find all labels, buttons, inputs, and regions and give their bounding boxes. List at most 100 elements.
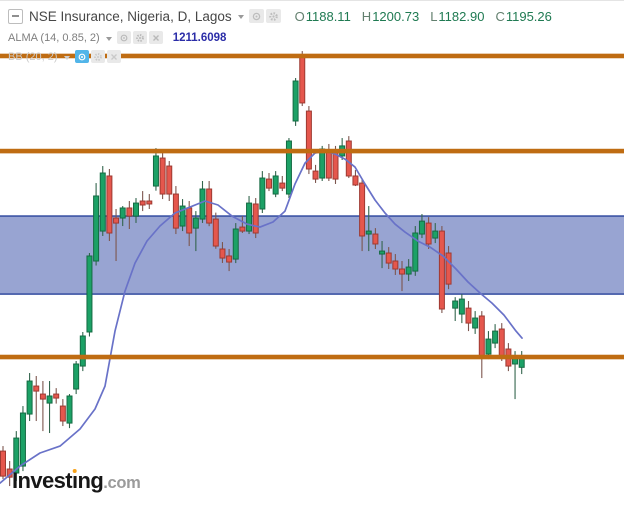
candle [432,223,439,244]
candle [372,228,379,250]
candle [99,166,106,236]
candle [266,173,272,192]
close-label: C [495,8,505,24]
candle [418,214,425,239]
candle [232,223,239,264]
candle [152,148,159,191]
indicator-row-alma: ALMA (14, 0.85, 2) 1211.6098 [8,29,552,46]
candle [46,381,53,434]
gear-icon[interactable] [265,9,281,23]
candle [179,199,186,232]
low-label: L [430,8,438,24]
candle [518,351,525,375]
chevron-down-icon[interactable] [237,15,244,19]
indicator-value: 1211.6098 [172,31,227,44]
candle [405,259,412,282]
indicator-label[interactable]: BB (20, 2) [8,50,58,63]
candle [385,247,392,270]
candle [106,169,113,242]
candle [226,249,233,272]
candle [352,170,359,187]
close-value: 1195.26 [505,8,552,24]
open-value: 1188.11 [305,8,351,24]
candle [365,206,372,252]
chevron-down-icon[interactable] [63,55,70,60]
candle [19,406,26,472]
candle [452,297,459,322]
eye-icon[interactable] [74,50,89,63]
candle [465,301,472,332]
candle [59,399,66,427]
candle [425,217,432,250]
open-label: O [294,8,305,24]
horizontal-level-line[interactable] [0,53,624,59]
candle [379,241,386,269]
candle [13,431,20,482]
chart-legend: NSE Insurance, Nigeria, D, Lagos O1188.1… [8,6,552,65]
candle [305,106,312,175]
brand-tld-text: .com [103,474,141,492]
candle [192,211,199,252]
alma-line [0,150,523,484]
candle [159,151,166,200]
candle [412,226,419,276]
candle [485,331,492,360]
high-value: 1200.73 [372,8,420,24]
low-value: 1182.90 [438,8,485,24]
candle [53,388,60,404]
symbol-title[interactable]: NSE Insurance, Nigeria, D, Lagos [29,8,232,24]
candle [206,181,213,227]
candle [133,198,139,223]
candle [212,212,219,249]
candle [259,171,266,214]
candle [39,381,46,432]
candle [79,331,86,372]
collapse-panel-icon[interactable] [8,8,23,24]
eye-icon[interactable] [116,31,131,44]
candle [399,261,405,292]
brand-dot-icon: ı [71,468,78,493]
gear-icon[interactable] [132,31,147,44]
candle [272,171,279,198]
brand-text: Investıng [12,468,104,493]
candle [126,201,133,230]
horizontal-level-line[interactable] [0,148,624,154]
indicator-row-bb: BB (20, 2) [8,48,552,65]
candle [33,375,40,422]
candle [345,136,352,179]
candle [458,294,465,324]
candle [478,311,485,379]
horizontal-level-line[interactable] [0,354,624,360]
symbol-row: NSE Insurance, Nigeria, D, Lagos O1188.1… [8,6,552,26]
candle [166,161,173,202]
indicator-label[interactable]: ALMA (14, 0.85, 2) [8,31,100,44]
candle [445,246,452,290]
candle [392,254,399,275]
candle [279,175,286,192]
candle [119,206,126,227]
candle [26,373,33,422]
candle [73,361,80,395]
chevron-down-icon[interactable] [105,36,112,41]
candle [285,138,292,199]
close-icon[interactable] [106,50,121,63]
gear-icon[interactable] [90,50,105,63]
candle [172,186,179,235]
candle [93,183,100,266]
candle [239,216,246,234]
ohlc-readout: O1188.11 H1200.73 L1182.90 C1195.26 [295,9,552,24]
candle [472,311,479,334]
high-label: H [361,8,372,24]
investing-watermark: Investıng.com [12,468,141,497]
candle [252,198,259,239]
candle [492,324,499,349]
candle [0,446,6,480]
eye-icon[interactable] [248,9,264,23]
candle [292,78,299,126]
candle [359,179,366,252]
close-icon[interactable] [148,31,163,44]
candle [139,191,146,212]
candle [86,253,93,337]
